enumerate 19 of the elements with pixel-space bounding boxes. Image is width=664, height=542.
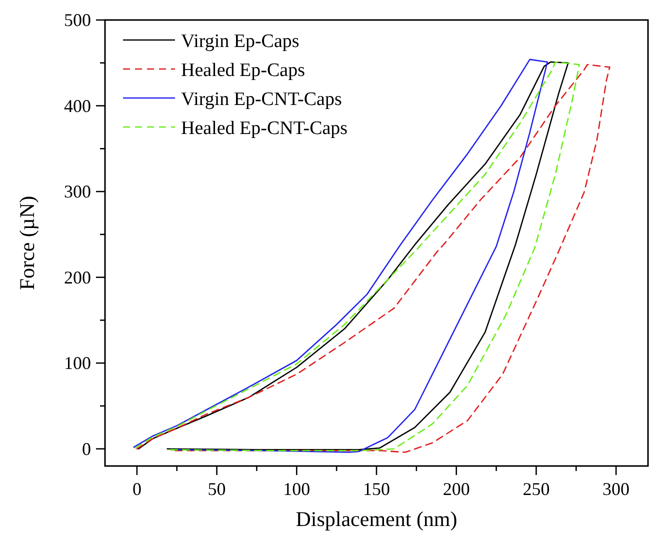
y-tick-label: 300	[64, 182, 91, 202]
y-tick-label: 500	[64, 10, 91, 30]
legend-label: Virgin Ep-Caps	[181, 31, 300, 52]
y-tick-label: 100	[64, 353, 91, 374]
y-tick-label: 400	[64, 96, 91, 116]
x-tick-label: 50	[208, 479, 226, 499]
x-tick-label: 100	[283, 479, 310, 499]
legend-label: Virgin Ep-CNT-Caps	[181, 89, 342, 110]
y-axis-title: Force (µN)	[15, 196, 39, 290]
x-tick-label: 200	[442, 479, 470, 499]
y-tick-label: 200	[64, 267, 91, 288]
x-axis-title: Displacement (nm)	[296, 507, 458, 531]
x-tick-label: 250	[522, 479, 550, 499]
legend-label: Healed Ep-Caps	[181, 60, 305, 81]
y-tick-label: 0	[82, 438, 91, 459]
x-tick-label: 150	[363, 479, 390, 499]
x-tick-label: 0	[132, 479, 142, 499]
legend-label: Healed Ep-CNT-Caps	[181, 118, 348, 139]
x-tick-label: 300	[602, 479, 630, 499]
